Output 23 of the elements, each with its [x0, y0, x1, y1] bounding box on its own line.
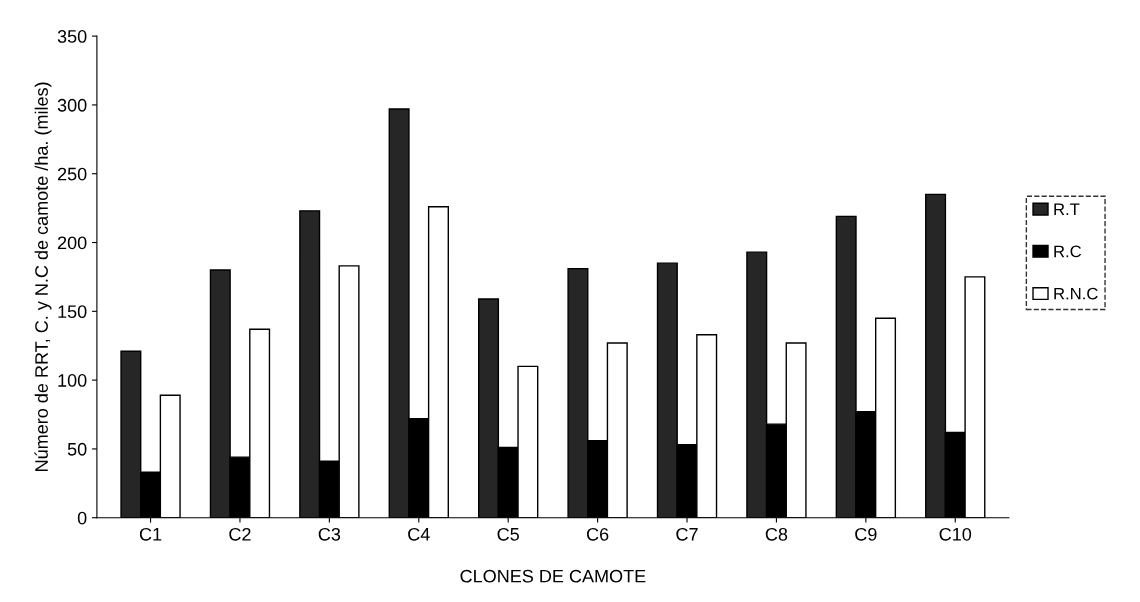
- legend-label: R.N.C: [1054, 287, 1098, 300]
- x-tick-label: C3: [318, 527, 341, 541]
- legend-label: R.T: [1054, 203, 1080, 215]
- y-tick-label: 0: [77, 511, 87, 525]
- y-tick-label: 350: [57, 30, 87, 43]
- x-tick-label: C5: [497, 527, 519, 541]
- y-tick-label: 100: [58, 374, 87, 387]
- x-tick-label: C1: [139, 527, 162, 541]
- y-tick-label: 50: [67, 442, 87, 456]
- y-axis-title: Número de RRT, C. y N.C de camote /ha. (miles): [34, 82, 52, 471]
- x-tick-label: C2: [229, 527, 251, 541]
- x-tick-label: C8: [765, 527, 788, 541]
- x-axis-title: CLONES DE CAMOTE: [460, 569, 646, 583]
- x-tick-label: C9: [855, 527, 877, 541]
- x-tick-label: C10: [939, 527, 972, 541]
- x-tick-label: C6: [586, 527, 609, 541]
- y-tick-label: 300: [57, 98, 87, 112]
- x-tick-label: C7: [676, 527, 698, 541]
- y-tick-label: 250: [57, 167, 87, 181]
- legend-label: R.C: [1054, 245, 1082, 258]
- x-tick-label: C4: [408, 527, 430, 541]
- y-tick-label: 150: [58, 305, 87, 319]
- y-tick-label: 200: [57, 236, 87, 250]
